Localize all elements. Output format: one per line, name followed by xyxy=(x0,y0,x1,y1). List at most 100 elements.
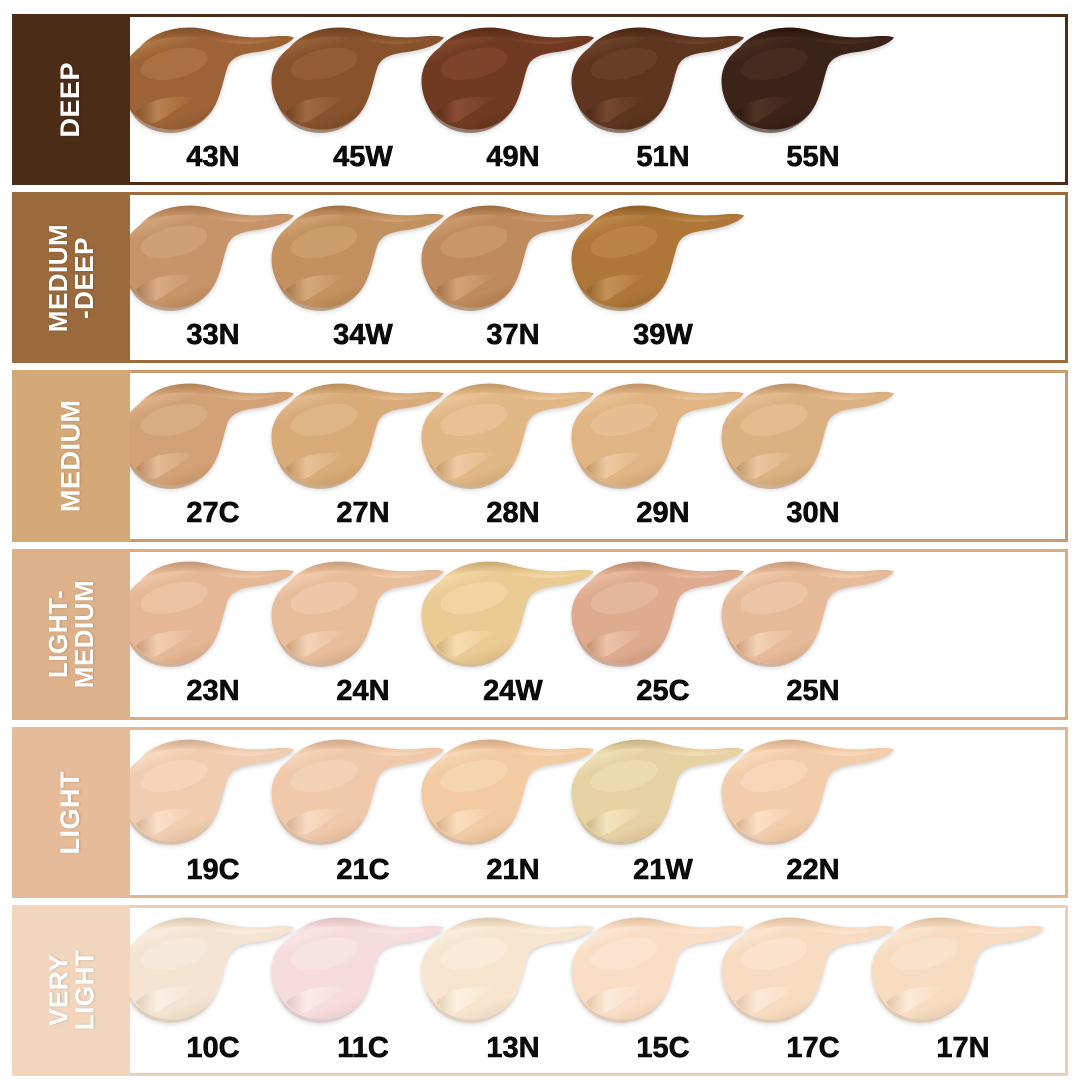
swatch-strip: 33N 34W 37N 39W xyxy=(130,195,1065,360)
shade-swatch-cell[interactable]: 27N xyxy=(271,373,444,538)
shade-swatch-cell[interactable]: 10C xyxy=(130,908,294,1073)
swatch-smear-wrap xyxy=(412,734,597,860)
shade-swatch-cell[interactable]: 43N xyxy=(130,17,294,182)
foundation-swatch-smear xyxy=(421,561,594,667)
swatch-smear-wrap xyxy=(412,378,597,504)
shade-code-label: 11C xyxy=(337,1031,389,1064)
category-tab-medium: MEDIUM xyxy=(12,370,130,542)
shade-category-row: DEEP 43N 45W 49N 51N 55N xyxy=(12,14,1068,186)
shade-swatch-cell[interactable]: 22N xyxy=(721,730,894,895)
shade-swatch-cell[interactable]: 29N xyxy=(571,373,744,538)
shade-swatch-cell[interactable]: 25N xyxy=(721,552,894,717)
shade-swatch-cell[interactable]: 21N xyxy=(421,730,594,895)
shade-code-label: 23N xyxy=(186,675,240,708)
shade-swatch-cell[interactable]: 33N xyxy=(130,195,294,360)
shade-code-label: 27C xyxy=(186,497,240,530)
swatch-smear-wrap xyxy=(262,734,447,860)
shade-swatch-cell[interactable]: 39W xyxy=(571,195,744,360)
swatch-strip: 27C 27N 28N 29N 30N xyxy=(130,373,1065,538)
foundation-swatch-smear xyxy=(721,918,894,1024)
shade-code-label: 17C xyxy=(786,1031,840,1064)
shade-code-label: 24W xyxy=(483,675,543,708)
shade-code-label: 17N xyxy=(936,1031,990,1064)
shade-swatch-cell[interactable]: 27C xyxy=(130,373,294,538)
swatch-smear-wrap xyxy=(262,200,447,326)
foundation-swatch-smear xyxy=(571,561,744,667)
swatch-panel: 33N 34W 37N 39W xyxy=(130,192,1068,364)
swatch-smear-wrap xyxy=(130,912,297,1038)
swatch-smear-wrap xyxy=(262,22,447,148)
shade-swatch-cell[interactable]: 24N xyxy=(271,552,444,717)
shade-swatch-cell[interactable]: 45W xyxy=(271,17,444,182)
foundation-swatch-smear xyxy=(271,27,444,133)
swatch-smear-wrap xyxy=(130,200,297,326)
shade-swatch-cell[interactable]: 55N xyxy=(721,17,894,182)
category-label: MEDIUM xyxy=(55,399,86,513)
shade-code-label: 39W xyxy=(633,319,693,352)
shade-swatch-cell[interactable]: 13N xyxy=(421,908,594,1073)
shade-swatch-cell[interactable]: 21C xyxy=(271,730,444,895)
shade-code-label: 21N xyxy=(486,853,540,886)
shade-swatch-cell[interactable]: 17C xyxy=(721,908,894,1073)
foundation-swatch-smear xyxy=(421,205,594,311)
shade-code-label: 29N xyxy=(636,497,690,530)
shade-swatch-cell[interactable]: 21W xyxy=(571,730,744,895)
category-tab-light-medium: LIGHT- MEDIUM xyxy=(12,548,130,720)
foundation-swatch-smear xyxy=(571,739,744,846)
foundation-swatch-smear xyxy=(130,918,294,1024)
swatch-strip: 23N 24N 24W 25C 25N xyxy=(130,552,1065,717)
foundation-swatch-smear xyxy=(421,739,594,846)
foundation-swatch-smear xyxy=(271,918,444,1024)
shade-swatch-cell[interactable]: 19C xyxy=(130,730,294,895)
swatch-smear-wrap xyxy=(862,912,1047,1038)
swatch-strip: 10C 11C 13N 15C 17C 17N xyxy=(130,908,1065,1073)
swatch-smear-wrap xyxy=(262,912,447,1038)
shade-swatch-cell[interactable]: 23N xyxy=(130,552,294,717)
shade-swatch-cell[interactable]: 17N xyxy=(871,908,1044,1073)
swatch-smear-wrap xyxy=(130,734,297,860)
swatch-panel: 27C 27N 28N 29N 30N xyxy=(130,370,1068,542)
foundation-swatch-smear xyxy=(571,27,744,133)
shade-code-label: 15C xyxy=(636,1031,690,1064)
shade-swatch-cell[interactable]: 11C xyxy=(271,908,444,1073)
foundation-swatch-smear xyxy=(421,27,594,133)
swatch-smear-wrap xyxy=(712,22,897,148)
shade-code-label: 37N xyxy=(486,319,540,352)
shade-code-label: 21C xyxy=(336,853,390,886)
shade-swatch-cell[interactable]: 25C xyxy=(571,552,744,717)
swatch-panel: 10C 11C 13N 15C 17C 17N xyxy=(130,904,1068,1077)
shade-swatch-cell[interactable]: 28N xyxy=(421,373,594,538)
shade-swatch-cell[interactable]: 37N xyxy=(421,195,594,360)
foundation-swatch-smear xyxy=(721,739,894,846)
swatch-smear-wrap xyxy=(130,378,297,504)
swatch-smear-wrap xyxy=(562,912,747,1038)
swatch-smear-wrap xyxy=(412,200,597,326)
shade-swatch-cell[interactable]: 24W xyxy=(421,552,594,717)
swatch-panel: 19C 21C 21N 21W 22N xyxy=(130,726,1068,898)
shade-code-label: 19C xyxy=(186,853,240,886)
shade-swatch-cell[interactable]: 51N xyxy=(571,17,744,182)
shade-category-row: MEDIUM 27C 27N 28N 29N 30N xyxy=(12,370,1068,542)
shade-swatch-cell[interactable]: 15C xyxy=(571,908,744,1073)
shade-category-row: LIGHT 19C 21C 21N 21W 22N xyxy=(12,726,1068,898)
shade-code-label: 55N xyxy=(786,140,840,174)
swatch-smear-wrap xyxy=(562,378,747,504)
shade-code-label: 49N xyxy=(486,140,540,174)
shade-swatch-cell[interactable]: 34W xyxy=(271,195,444,360)
swatch-smear-wrap xyxy=(712,912,897,1038)
swatch-smear-wrap xyxy=(412,912,597,1038)
foundation-swatch-smear xyxy=(271,205,444,311)
foundation-swatch-smear xyxy=(421,918,594,1024)
foundation-swatch-smear xyxy=(571,205,744,311)
swatch-smear-wrap xyxy=(562,556,747,682)
shade-swatch-cell[interactable]: 49N xyxy=(421,17,594,182)
shade-code-label: 13N xyxy=(486,1031,540,1064)
shade-code-label: 30N xyxy=(786,497,840,530)
shade-swatch-cell[interactable]: 30N xyxy=(721,373,894,538)
foundation-swatch-smear xyxy=(130,739,294,846)
foundation-swatch-smear xyxy=(721,27,894,133)
category-label: LIGHT xyxy=(55,770,86,855)
category-label: VERY LIGHT xyxy=(43,950,99,1031)
shade-code-label: 51N xyxy=(636,140,690,174)
foundation-swatch-smear xyxy=(721,383,894,489)
